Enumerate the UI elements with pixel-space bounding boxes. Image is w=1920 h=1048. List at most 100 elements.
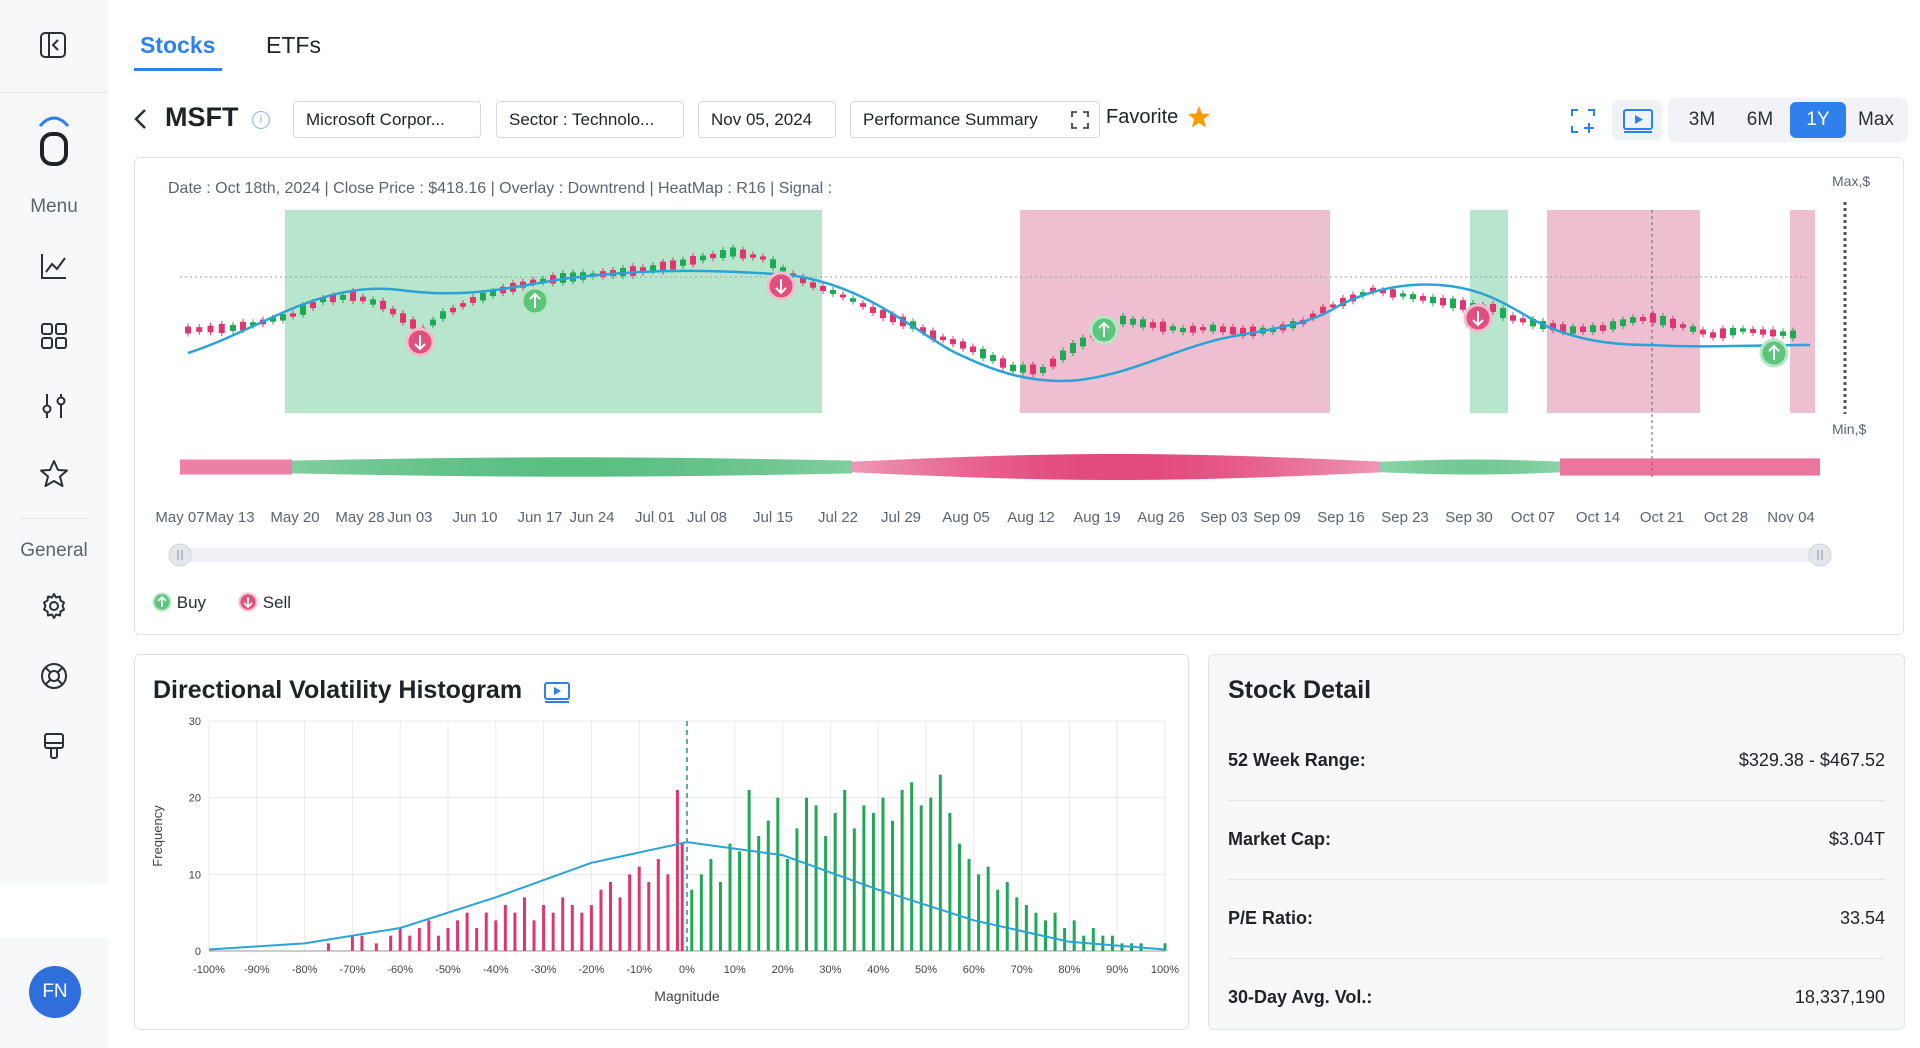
candle-body: [250, 322, 256, 326]
price-chart[interactable]: Max,$ Min,$ May 07 May 13 May 20 May 28 Jun 03…: [0, 0, 1920, 640]
candle-body: [1510, 315, 1516, 321]
settings-gear-icon[interactable]: [38, 590, 70, 622]
heatmap-bar: [908, 459, 912, 475]
histogram-chart[interactable]: 0 10 20 30 -100% -90% -80% -70% -60% -50% -40% -30%…: [134, 715, 1189, 1025]
dashboard-grid-icon[interactable]: [38, 320, 70, 352]
heatmap-bar: [600, 457, 604, 477]
heatmap-bar: [904, 459, 908, 475]
paint-brush-icon[interactable]: [38, 730, 70, 762]
heatmap-bar: [1084, 454, 1088, 480]
candle-body: [850, 298, 856, 302]
detail-label: 30-Day Avg. Vol.:: [1228, 987, 1373, 1007]
heatmap-bar: [404, 458, 408, 476]
heatmap-bar: [656, 457, 660, 477]
video-play-icon[interactable]: [543, 681, 571, 705]
heatmap-bar: [736, 458, 740, 476]
heatmap-bar: [1440, 459, 1444, 475]
heatmap-bar: [1596, 458, 1600, 476]
histogram-bar: [446, 928, 450, 951]
candle-body: [870, 307, 876, 313]
heatmap-bar: [1456, 459, 1460, 475]
heatmap-bar: [784, 459, 788, 475]
sector-select[interactable]: Sector : Technolo...: [496, 101, 684, 138]
histogram-bar: [977, 874, 981, 951]
slider-handle-right[interactable]: [1808, 543, 1832, 567]
heatmap-bar: [1784, 458, 1788, 476]
range-1y-button[interactable]: 1Y: [1790, 102, 1846, 138]
heatmap-bar: [1260, 456, 1264, 478]
chart-line-icon[interactable]: [38, 250, 70, 282]
heatmap-bar: [1172, 454, 1176, 480]
heatmap-bar: [1592, 458, 1596, 476]
heatmap-bar: [1052, 454, 1056, 480]
candle-body: [1520, 318, 1526, 323]
heatmap-bar: [1224, 455, 1228, 479]
candle-body: [540, 278, 546, 283]
candle-body: [1790, 330, 1796, 339]
info-icon[interactable]: i: [252, 111, 270, 129]
heatmap-bar: [564, 457, 568, 477]
candle-body: [760, 256, 766, 260]
heatmap-bar: [912, 458, 916, 476]
heatmap-bar: [1080, 454, 1084, 480]
tab-etfs[interactable]: ETFs: [266, 32, 321, 58]
heatmap-bar: [1388, 461, 1392, 473]
favorite-star-icon[interactable]: [1186, 104, 1212, 130]
histogram-bar: [398, 928, 402, 951]
tab-stocks[interactable]: Stocks: [140, 32, 216, 58]
heatmap-bar: [1132, 454, 1136, 480]
histogram-bar: [948, 813, 952, 951]
fullscreen-select-button[interactable]: [1558, 100, 1608, 140]
candle-body: [280, 314, 286, 321]
candle-body: [310, 301, 316, 309]
histogram-bar: [475, 928, 479, 951]
heatmap-bar: [464, 457, 468, 477]
stock-detail-title: Stock Detail: [1228, 676, 1372, 704]
user-avatar[interactable]: FN: [29, 966, 81, 1018]
candle-body: [410, 319, 416, 329]
slider-handle-left[interactable]: [168, 543, 192, 567]
sliders-icon[interactable]: [38, 390, 70, 422]
trend-line: [187, 269, 1811, 383]
sidebar-divider: [20, 518, 88, 519]
range-6m-button[interactable]: 6M: [1746, 109, 1774, 130]
play-video-button[interactable]: [1612, 100, 1662, 140]
expand-icon: [1071, 111, 1089, 129]
heatmap-bar: [688, 457, 692, 477]
candle-body: [400, 313, 406, 323]
heatmap-bar: [604, 457, 608, 477]
candle-body: [1390, 289, 1396, 298]
heatmap-bar: [980, 456, 984, 478]
support-lifebuoy-icon[interactable]: [38, 660, 70, 692]
candle-body: [1020, 364, 1026, 373]
date-picker[interactable]: Nov 05, 2024: [698, 101, 836, 138]
heatmap-bar: [352, 459, 356, 475]
heatmap-bar: [304, 460, 308, 474]
stock-detail-card: [1208, 654, 1905, 1030]
heatmap-bar: [1136, 454, 1140, 480]
heatmap-bar: [212, 459, 216, 475]
buy-signal-icon: [152, 592, 172, 612]
back-arrow-icon[interactable]: [130, 104, 152, 134]
heatmap-bar: [1216, 455, 1220, 479]
detail-value: $329.38 - $467.52: [1738, 750, 1885, 770]
collapse-sidebar-icon[interactable]: [38, 30, 68, 60]
range-3m-button[interactable]: 3M: [1688, 109, 1716, 130]
company-select[interactable]: Microsoft Corpor...: [293, 101, 481, 138]
histogram-bar: [561, 897, 565, 951]
heatmap-bar: [1776, 458, 1780, 476]
candle-body: [1420, 296, 1426, 301]
candle-body: [880, 309, 886, 319]
histogram-bar: [374, 943, 378, 951]
candle-body: [920, 327, 926, 333]
range-max-button[interactable]: Max: [1858, 109, 1894, 130]
performance-summary-label: Performance Summary: [863, 110, 1038, 129]
performance-summary-button[interactable]: Performance Summary: [850, 101, 1100, 138]
heatmap-bar: [560, 457, 564, 477]
heatmap-bar: [860, 461, 864, 473]
heatmap-bar: [756, 458, 760, 476]
heatmap-bar: [1804, 458, 1808, 476]
heatmap-bar: [420, 458, 424, 476]
candle-body: [1450, 298, 1456, 309]
star-icon[interactable]: [38, 458, 70, 490]
